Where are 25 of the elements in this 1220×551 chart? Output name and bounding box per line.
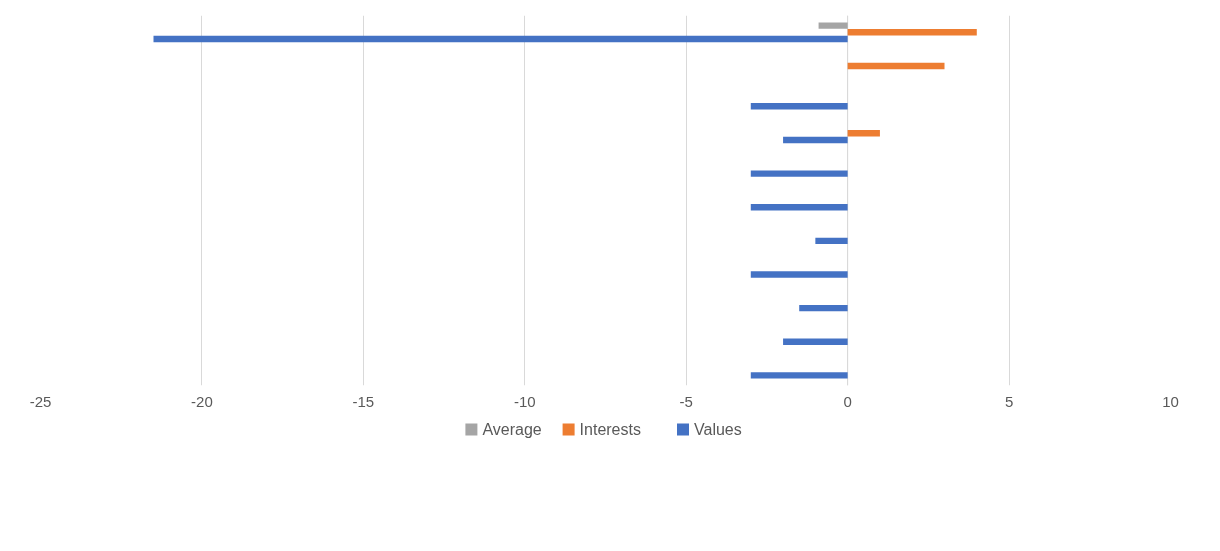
- x-tick-label: -15: [352, 392, 375, 410]
- legend-label: Values: [694, 421, 742, 438]
- x-tick-label: -5: [679, 392, 693, 410]
- x-tick-label: 10: [1162, 392, 1179, 410]
- bar: [847, 130, 880, 137]
- bar: [750, 372, 848, 379]
- bar: [847, 62, 945, 70]
- bar: [750, 170, 848, 177]
- bar: [750, 204, 848, 211]
- bar: [799, 304, 848, 312]
- bar: [783, 136, 848, 144]
- bar: [750, 271, 848, 278]
- bar: [847, 29, 977, 36]
- legend-label: Average: [482, 421, 542, 438]
- bar: [153, 35, 848, 43]
- x-tick-label: 5: [1004, 392, 1014, 410]
- legend-label: Interests: [579, 421, 641, 438]
- bar: [815, 237, 848, 245]
- x-tick-label: -25: [29, 392, 52, 410]
- x-tick-label: 0: [843, 392, 852, 410]
- x-tick-label: -10: [513, 392, 536, 410]
- bar: [818, 22, 848, 29]
- x-tick-label: -20: [191, 392, 213, 410]
- bar: [750, 103, 848, 110]
- bar: [783, 338, 848, 345]
